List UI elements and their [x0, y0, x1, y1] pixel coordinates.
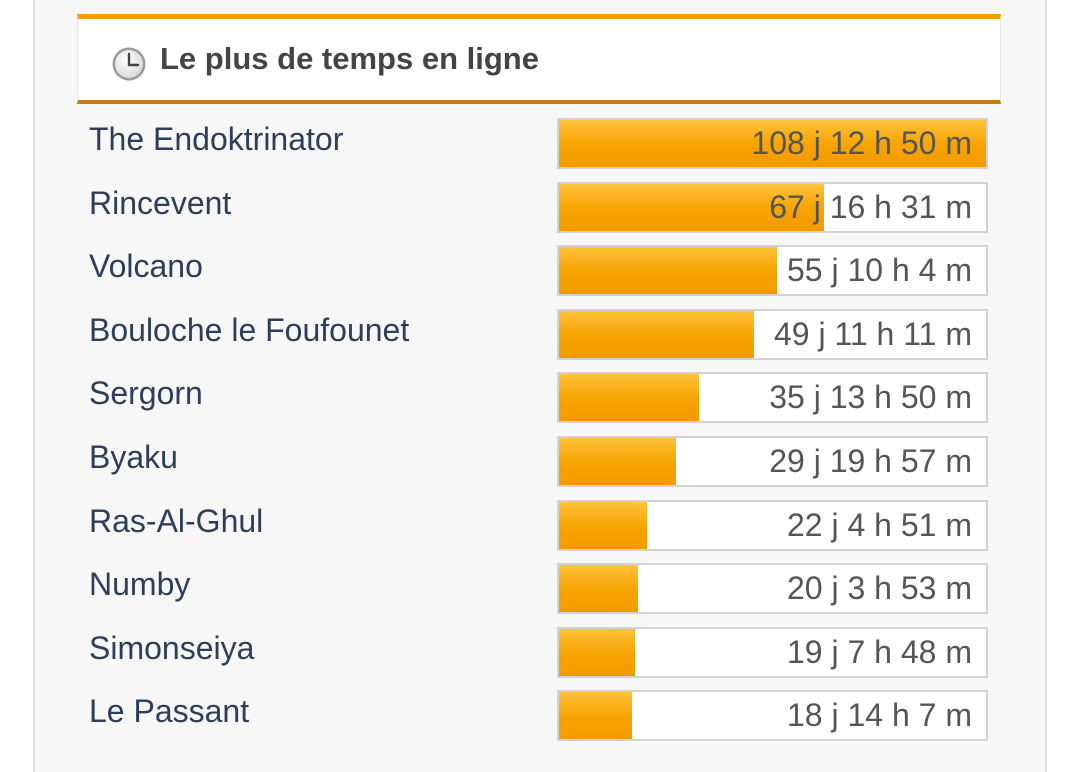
time-progress-fill: [559, 120, 986, 167]
leaderboard-row: The Endoktrinator 108 j 12 h 50 m: [77, 115, 1001, 179]
time-progress-fill: [559, 501, 647, 549]
leaderboard-row: Sergorn 35 j 13 h 50 m: [77, 369, 1001, 433]
time-progress-bar: 35 j 13 h 50 m: [557, 372, 988, 424]
member-name-link[interactable]: Ras-Al-Ghul: [89, 502, 264, 539]
time-progress-fill: [559, 247, 777, 295]
time-progress-bar: 22 j 4 h 51 m: [557, 499, 988, 551]
member-name-link[interactable]: Volcano: [89, 248, 203, 285]
time-progress-bar: 49 j 11 h 11 m: [557, 308, 988, 360]
member-name-link[interactable]: Rincevent: [89, 184, 232, 221]
time-progress-fill: [559, 565, 639, 613]
time-progress-fill: [559, 628, 635, 676]
online-time-value: 49 j 11 h 11 m: [773, 315, 972, 352]
clock-icon: [112, 47, 146, 81]
time-progress-bar: 55 j 10 h 4 m: [557, 245, 988, 297]
time-progress-fill: [559, 183, 824, 231]
online-time-value: 67 j 16 h 31 m: [769, 188, 972, 225]
time-progress-fill: [559, 374, 700, 422]
leaderboard-row: Ras-Al-Ghul 22 j 4 h 51 m: [77, 497, 1001, 561]
time-progress-bar: 108 j 12 h 50 m: [557, 118, 988, 169]
member-name-link[interactable]: Simonseiya: [89, 629, 255, 666]
time-progress-bar: 20 j 3 h 53 m: [557, 563, 988, 615]
member-name-link[interactable]: Numby: [89, 566, 191, 603]
leaderboard-row: Numby 20 j 3 h 53 m: [77, 560, 1001, 624]
online-time-value: 22 j 4 h 51 m: [787, 506, 972, 543]
time-progress-bar: 19 j 7 h 48 m: [557, 626, 988, 678]
online-time-value: 29 j 19 h 57 m: [769, 442, 972, 479]
panel-title: Le plus de temps en ligne: [160, 41, 539, 76]
panel-header: Le plus de temps en ligne: [77, 14, 1001, 104]
time-progress-fill: [559, 692, 633, 740]
online-time-value: 108 j 12 h 50 m: [751, 125, 972, 161]
member-name-link[interactable]: The Endoktrinator: [89, 121, 344, 157]
time-progress-fill: [559, 437, 677, 485]
online-time-value: 19 j 7 h 48 m: [787, 633, 972, 670]
online-time-value: 20 j 3 h 53 m: [787, 570, 972, 607]
leaderboard-row: Volcano 55 j 10 h 4 m: [77, 242, 1001, 306]
member-name-link[interactable]: Le Passant: [89, 693, 250, 730]
time-progress-bar: 18 j 14 h 7 m: [557, 690, 988, 742]
time-progress-fill: [559, 310, 754, 358]
online-time-value: 18 j 14 h 7 m: [787, 697, 972, 734]
time-progress-bar: 67 j 16 h 31 m: [557, 181, 988, 233]
member-name-link[interactable]: Bouloche le Foufounet: [89, 311, 410, 348]
leaderboard-row: Rincevent 67 j 16 h 31 m: [77, 179, 1001, 243]
leaderboard-row: Byaku 29 j 19 h 57 m: [77, 433, 1001, 497]
leaderboard-row: Le Passant 18 j 14 h 7 m: [77, 687, 1001, 751]
leaderboard-row: Bouloche le Foufounet 49 j 11 h 11 m: [77, 306, 1001, 370]
online-time-value: 35 j 13 h 50 m: [769, 379, 972, 416]
time-progress-bar: 29 j 19 h 57 m: [557, 435, 988, 487]
member-name-link[interactable]: Sergorn: [89, 375, 203, 412]
leaderboard-row: Simonseiya 19 j 7 h 48 m: [77, 624, 1001, 688]
online-time-value: 55 j 10 h 4 m: [787, 252, 972, 289]
member-name-link[interactable]: Byaku: [89, 438, 178, 475]
leaderboard-list: The Endoktrinator 108 j 12 h 50 m Rinceven…: [77, 115, 1001, 751]
